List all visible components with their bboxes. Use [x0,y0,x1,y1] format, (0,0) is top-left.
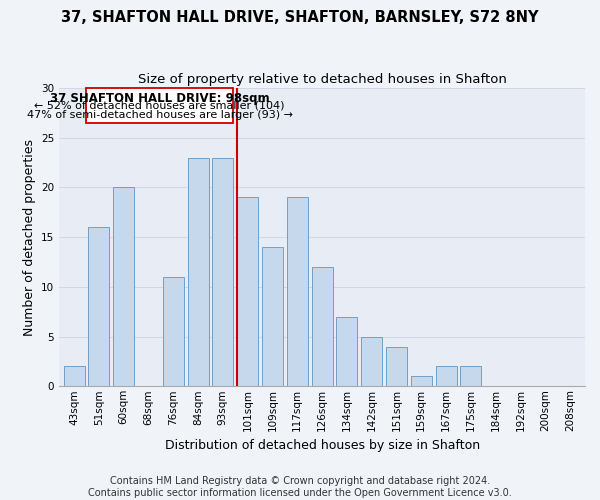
Bar [460,366,481,386]
Bar [113,188,134,386]
Bar [237,198,258,386]
Text: Contains HM Land Registry data © Crown copyright and database right 2024.
Contai: Contains HM Land Registry data © Crown c… [88,476,512,498]
X-axis label: Distribution of detached houses by size in Shafton: Distribution of detached houses by size … [164,440,479,452]
Bar [361,336,382,386]
Text: 47% of semi-detached houses are larger (93) →: 47% of semi-detached houses are larger (… [26,110,293,120]
Bar [411,376,432,386]
Bar [262,247,283,386]
Title: Size of property relative to detached houses in Shafton: Size of property relative to detached ho… [137,72,506,86]
Y-axis label: Number of detached properties: Number of detached properties [23,138,35,336]
Text: 37 SHAFTON HALL DRIVE: 98sqm: 37 SHAFTON HALL DRIVE: 98sqm [50,92,269,104]
FancyBboxPatch shape [86,88,233,123]
Bar [64,366,85,386]
Bar [163,277,184,386]
Text: ← 52% of detached houses are smaller (104): ← 52% of detached houses are smaller (10… [34,101,285,111]
Bar [287,198,308,386]
Text: 37, SHAFTON HALL DRIVE, SHAFTON, BARNSLEY, S72 8NY: 37, SHAFTON HALL DRIVE, SHAFTON, BARNSLE… [61,10,539,25]
Bar [337,316,358,386]
Bar [386,346,407,387]
Bar [212,158,233,386]
Bar [436,366,457,386]
Bar [188,158,209,386]
Bar [311,267,332,386]
Bar [88,227,109,386]
